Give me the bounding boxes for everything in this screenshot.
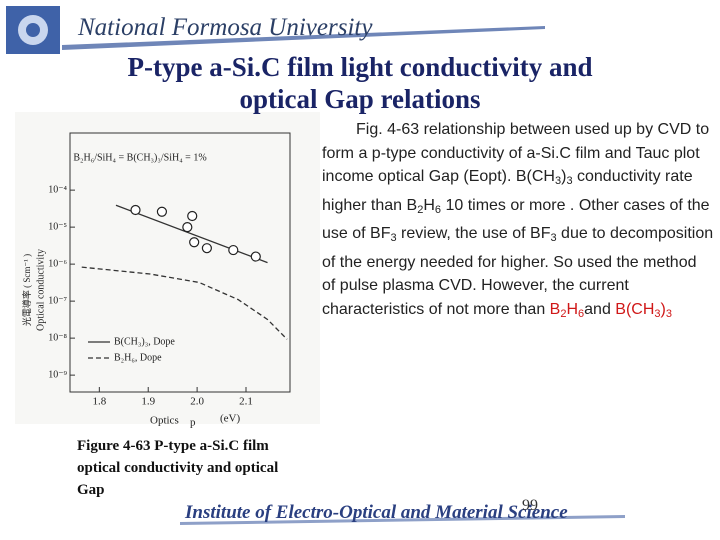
institute: Institute of Electro-Optical and Materia…	[185, 502, 568, 523]
x-tick-label: 2.0	[190, 396, 204, 408]
text-run: 2	[560, 307, 567, 320]
text-run: due to decomposition of the energy neede…	[322, 225, 714, 318]
plot-frame	[69, 132, 291, 393]
legend-label: B(CH₃)₃, Dope	[114, 336, 175, 347]
text-run: 6	[578, 307, 585, 320]
logo-mark	[26, 23, 40, 37]
text-run: and	[584, 300, 611, 318]
caption: Figure 4-63 P-type a-Si.C film	[77, 438, 269, 454]
text-run: B(CH	[610, 300, 655, 318]
formula: B₂H₆/SiH₄ = B(CH₃)₃/SiH₄ = 1%	[73, 152, 206, 163]
data-point	[201, 243, 212, 254]
y-tick-label: 10⁻⁸	[48, 332, 67, 343]
text-run: 3	[665, 307, 672, 320]
text-run: 3	[390, 232, 397, 244]
data-point	[187, 210, 198, 222]
text-run: 6	[434, 203, 441, 216]
y-tick-label: 10⁻⁹	[48, 369, 67, 380]
header-rule	[62, 26, 545, 50]
text-run: 10 times or more . Other cases of the us…	[322, 196, 710, 243]
y-tick-label: 10⁻⁴	[48, 184, 67, 195]
x-label-en: Optics	[150, 415, 179, 427]
y-label: 光電導率 ( Scm⁻¹ )	[21, 254, 32, 326]
series-line	[115, 204, 268, 264]
x-tick-label: 2.1	[239, 396, 253, 408]
text-run: H	[423, 196, 435, 214]
y-tick-label: 10⁻⁷	[48, 295, 67, 306]
x-symbol: p	[190, 417, 196, 429]
university: National Formosa University	[78, 14, 373, 41]
text-run: B	[549, 300, 561, 318]
y-label-en: Optical conductivity	[35, 249, 46, 331]
x-tick-label: 1.9	[141, 396, 155, 408]
title: optical Gap relations	[239, 84, 481, 114]
text-run: 3	[566, 175, 573, 187]
text-run: Fig. 4-63 relationship between used up b…	[322, 121, 710, 185]
x-tick-label: 1.8	[92, 396, 106, 408]
text-run: 3	[654, 307, 661, 320]
text-run: H	[566, 300, 579, 318]
data-point	[182, 222, 193, 233]
caption: optical conductivity and optical	[77, 460, 279, 476]
legend-label: B₂H₆, Dope	[114, 352, 162, 363]
footer-rule	[180, 515, 625, 525]
figure-bg	[15, 112, 320, 424]
data-point	[130, 204, 141, 216]
text-run: )	[660, 300, 666, 318]
title: P-type a-Si.C film light conductivity an…	[127, 52, 593, 82]
caption: Gap	[77, 482, 105, 498]
data-point	[189, 237, 200, 248]
body-text: Fig. 4-63 relationship between used up b…	[322, 118, 714, 326]
text-run: 3	[550, 232, 557, 244]
text-run: 3	[554, 175, 562, 187]
data-point	[156, 206, 168, 217]
series-line	[81, 266, 288, 340]
y-tick-label: 10⁻⁵	[48, 221, 67, 232]
data-point	[250, 251, 261, 262]
text-run: review, the use of BF	[396, 225, 551, 242]
data-point	[228, 244, 239, 256]
x-label: (eV)	[220, 413, 240, 425]
y-tick-label: 10⁻⁶	[48, 258, 67, 269]
text-run: 2	[417, 203, 424, 216]
page-number: 99	[522, 497, 538, 514]
text-run: )	[561, 168, 567, 185]
text-run: conductivity rate higher than B	[322, 168, 693, 214]
